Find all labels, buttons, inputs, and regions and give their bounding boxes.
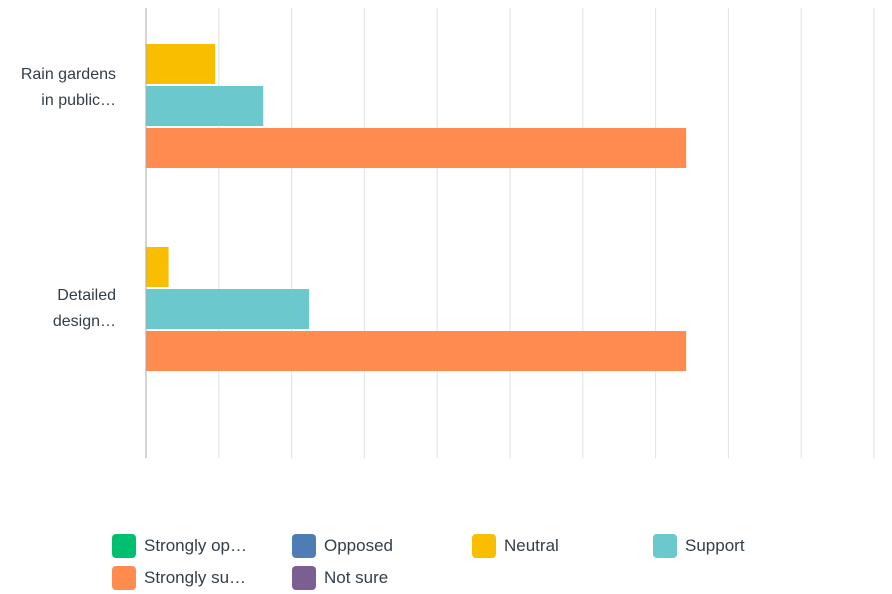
bar-chart: 0%10%20%30%40%50%60%70%80%90%100% bbox=[145, 8, 875, 458]
legend-label: Opposed bbox=[324, 536, 393, 555]
legend-swatch bbox=[292, 534, 316, 558]
legend-label: Support bbox=[685, 536, 745, 555]
bar-support-2 bbox=[146, 289, 310, 329]
bar-neutral-2 bbox=[146, 247, 169, 287]
bar-neutral-1 bbox=[146, 44, 216, 84]
legend-swatch bbox=[112, 534, 136, 558]
bars bbox=[146, 44, 687, 371]
legend-item[interactable]: Support bbox=[653, 534, 745, 558]
bar-strongly-su-1 bbox=[146, 128, 687, 168]
legend-label: Not sure bbox=[324, 568, 389, 587]
bar-support-1 bbox=[146, 86, 264, 126]
legend-item[interactable]: Neutral bbox=[472, 534, 559, 558]
legend-label: Strongly op… bbox=[144, 536, 247, 555]
category-label: Rain gardens in public… bbox=[20, 66, 116, 109]
category-label: Detailed design… bbox=[52, 287, 116, 330]
gridlines bbox=[145, 8, 875, 458]
legend-item[interactable]: Opposed bbox=[292, 534, 393, 558]
legend-label: Neutral bbox=[504, 536, 559, 555]
legend-swatch bbox=[653, 534, 677, 558]
legend-swatch bbox=[472, 534, 496, 558]
legend-item[interactable]: Strongly op… bbox=[112, 534, 247, 558]
legend-item[interactable]: Strongly su… bbox=[112, 566, 246, 590]
bar-strongly-su-2 bbox=[146, 331, 687, 371]
legend-label: Strongly su… bbox=[144, 568, 247, 587]
legend-swatch bbox=[292, 566, 316, 590]
legend-item[interactable]: Not sure bbox=[292, 566, 388, 590]
legend-swatch bbox=[112, 566, 136, 590]
